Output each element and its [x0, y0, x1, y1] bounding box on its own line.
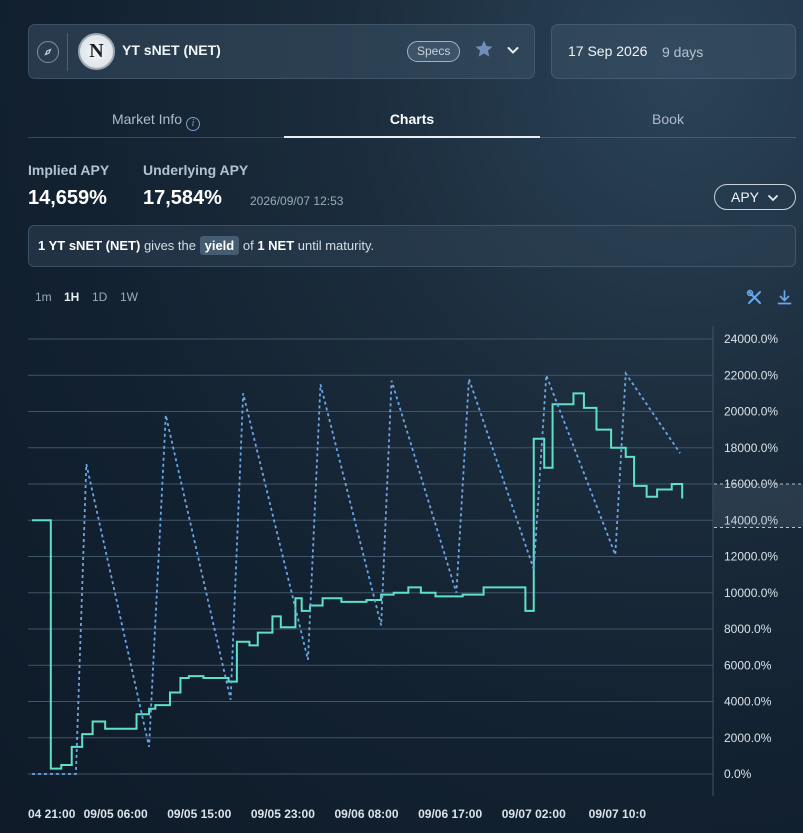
y-tick-label: 24000.0%: [724, 332, 778, 346]
y-tick-label: 18000.0%: [724, 441, 778, 455]
y-tick-label: 4000.0%: [724, 695, 772, 709]
timeframe-1h[interactable]: 1H: [64, 290, 80, 304]
x-tick-label: 09/05 23:00: [251, 807, 315, 821]
chevron-down-icon: [768, 195, 778, 202]
x-tick-label: 09/06 08:00: [334, 807, 398, 821]
y-tick-label: 0.0%: [724, 767, 752, 781]
y-tick-label: 6000.0%: [724, 658, 772, 672]
compass-icon[interactable]: [37, 41, 59, 63]
timeframe-1d[interactable]: 1D: [92, 290, 108, 304]
market-name: YT sNET (NET): [122, 42, 221, 58]
x-tick-label: 04 21:00: [28, 807, 76, 821]
maturity-date: 17 Sep 2026: [568, 43, 648, 59]
market-logo: N: [78, 33, 115, 70]
info-icon[interactable]: i: [186, 117, 201, 131]
x-tick-label: 09/06 17:00: [418, 807, 482, 821]
underlying-apy-label: Underlying APY: [143, 162, 249, 178]
metric-select[interactable]: APY: [714, 184, 796, 210]
y-axis-labels: 0.0% 2000.0% 4000.0% 6000.0% 8000.0% 10000.0%…: [724, 332, 778, 781]
apy-chart[interactable]: 0.0% 2000.0% 4000.0% 6000.0% 8000.0% 10000.0%…: [0, 318, 803, 833]
y-tick-label: 20000.0%: [724, 405, 778, 419]
download-icon[interactable]: [776, 289, 793, 306]
chevron-down-icon[interactable]: [506, 43, 520, 57]
underlying-apy-value: 17,584%: [143, 187, 222, 209]
x-tick-label: 09/07 10:0: [589, 807, 647, 821]
y-tick-label: 22000.0%: [724, 368, 778, 382]
price-markers: [714, 483, 803, 528]
specs-button[interactable]: Specs: [407, 41, 461, 62]
chart-series: [32, 370, 684, 775]
x-axis-labels: 04 21:00 09/05 06:00 09/05 15:00 09/05 23:0…: [28, 807, 646, 821]
divider: [67, 33, 68, 71]
y-tick-label: 2000.0%: [724, 731, 772, 745]
y-tick-label: 14000.0%: [724, 513, 778, 527]
market-selector[interactable]: N YT sNET (NET) Specs: [28, 24, 535, 79]
y-tick-label: 10000.0%: [724, 586, 778, 600]
star-icon[interactable]: [474, 39, 494, 59]
x-tick-label: 09/05 15:00: [167, 807, 231, 821]
days-remaining: 9 days: [662, 44, 704, 60]
x-tick-label: 09/07 02:00: [502, 807, 566, 821]
tab-market-info[interactable]: Market Info i: [28, 104, 284, 138]
timeframe-1m[interactable]: 1m: [35, 290, 52, 304]
tab-book[interactable]: Book: [652, 111, 684, 127]
implied-apy-value: 14,659%: [28, 187, 107, 209]
tab-charts[interactable]: Charts: [284, 104, 540, 138]
underlying-apy-line: [32, 370, 681, 775]
chart-grid: [28, 326, 714, 796]
timeframe-1w[interactable]: 1W: [120, 290, 138, 304]
stat-timestamp: 2026/09/07 12:53: [250, 194, 344, 208]
yield-description: 1 YT sNET (NET) gives the yield of 1 NET…: [28, 225, 796, 267]
y-tick-label: 12000.0%: [724, 550, 778, 564]
settings-tools-icon[interactable]: [746, 289, 763, 306]
tab-bar: Market Info i Charts Book: [28, 104, 796, 138]
maturity-card: 17 Sep 2026 9 days: [551, 24, 796, 79]
implied-apy-label: Implied APY: [28, 162, 110, 178]
current-value-band: [714, 484, 803, 528]
yield-tag: yield: [199, 236, 240, 255]
y-tick-label: 8000.0%: [724, 622, 772, 636]
x-tick-label: 09/05 06:00: [84, 807, 148, 821]
implied-apy-line: [32, 392, 684, 770]
